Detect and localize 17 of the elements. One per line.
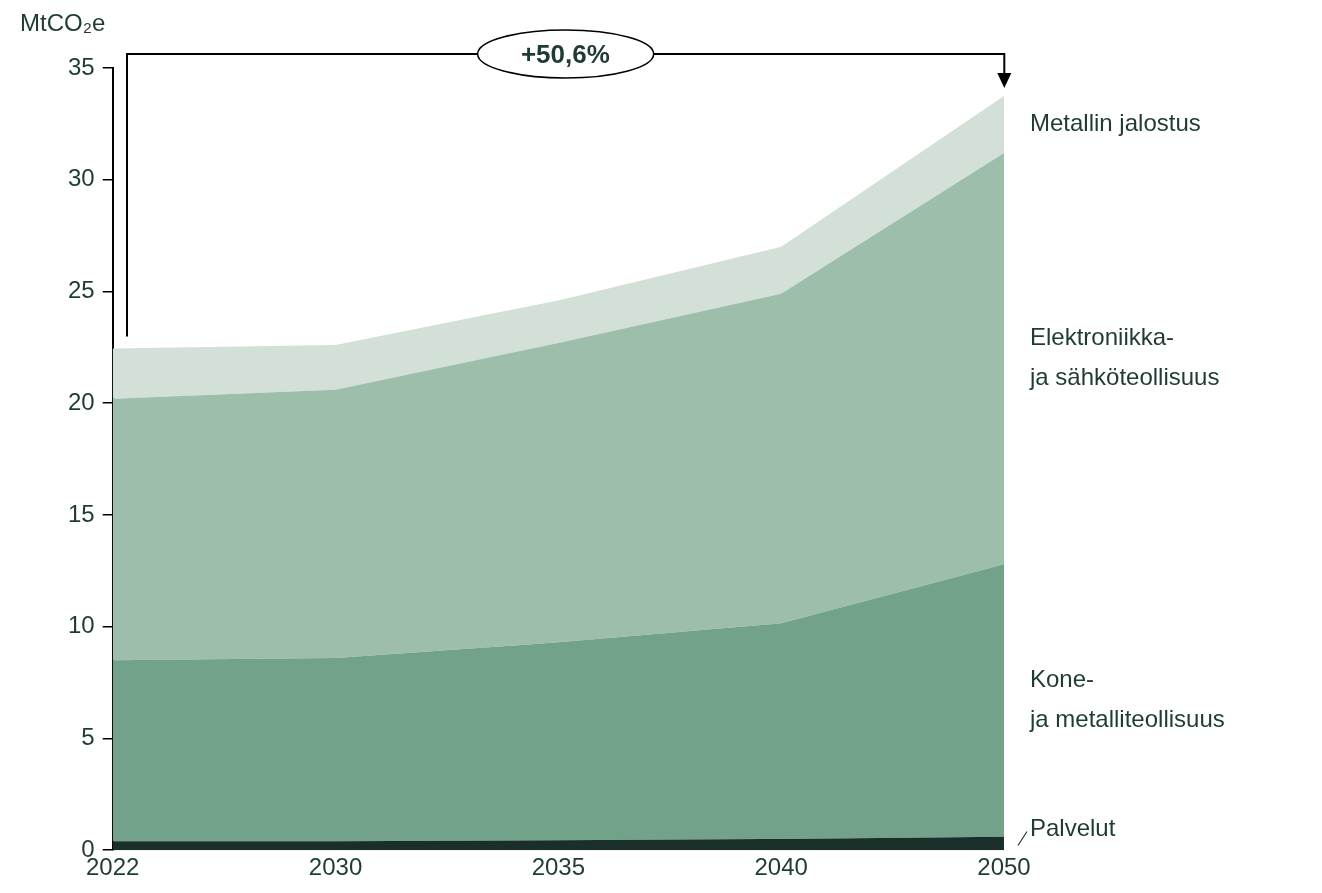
y-axis-title: MtCO₂e <box>20 8 106 36</box>
y-tick-label: 5 <box>81 723 95 751</box>
y-tick-label: 10 <box>67 611 95 639</box>
annotation: +50,6% <box>519 38 611 70</box>
x-tick-label: 2050 <box>977 853 1031 881</box>
x-tick-label: 2035 <box>531 853 586 881</box>
series-label: Palvelut <box>1030 814 1116 842</box>
y-tick-label: 35 <box>67 52 95 80</box>
series-label: Kone- ja metalliteollisuus <box>1029 665 1225 733</box>
y-tick-label: 20 <box>67 387 95 415</box>
series-label: Elektroniikka- ja sähköteollisuus <box>1029 323 1220 391</box>
y-tick-label: 30 <box>67 164 95 192</box>
y-tick-label: 15 <box>67 499 95 527</box>
series-label: Metallin jalostus <box>1030 109 1201 137</box>
x-tick-label: 2030 <box>308 853 363 881</box>
y-tick-label: 25 <box>67 276 95 304</box>
x-tick-label: 2040 <box>754 853 808 881</box>
